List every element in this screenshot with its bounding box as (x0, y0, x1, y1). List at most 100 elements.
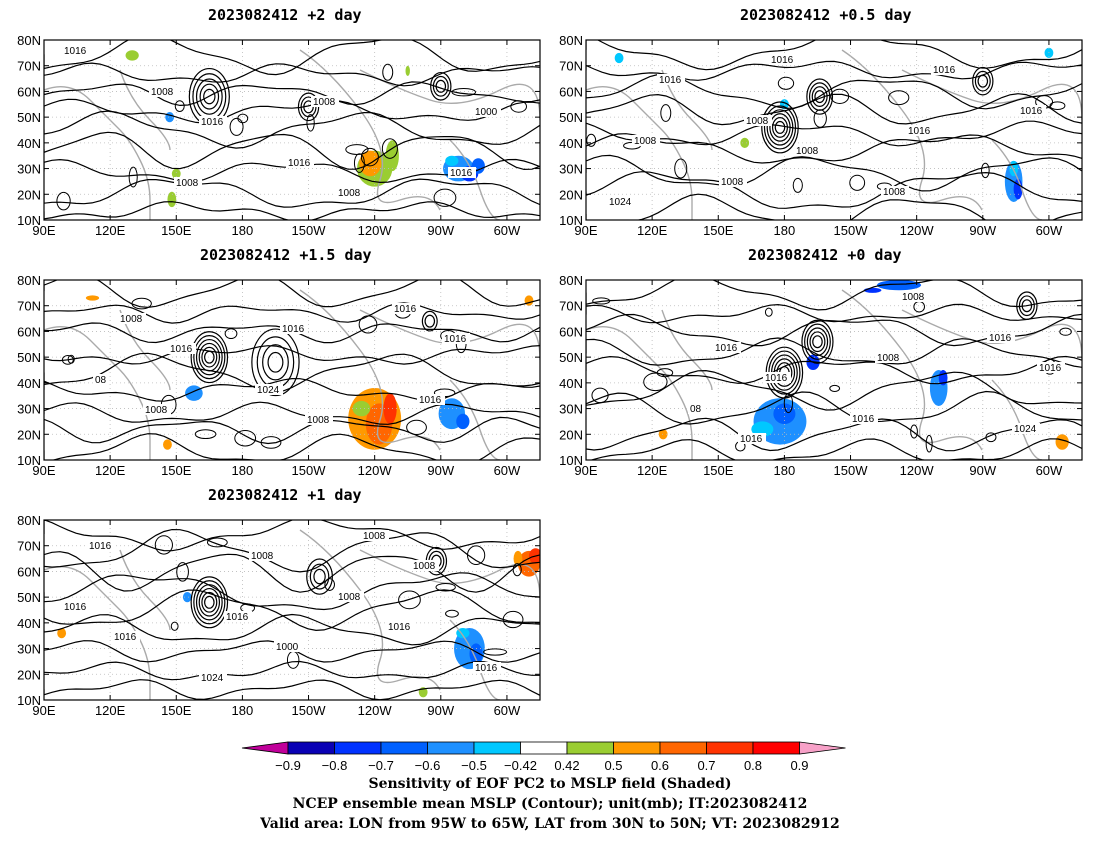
contour-label: 1000 (276, 642, 299, 653)
contour-label: 1016 (852, 414, 875, 425)
contour-label: 1008 (120, 314, 143, 325)
sensitivity-shade (163, 439, 172, 450)
colorbar-label: −0.6 (415, 758, 441, 773)
y-tick-label: 40N (17, 616, 41, 631)
mslp-contour (44, 40, 540, 76)
colorbar-label: −0.42 (504, 758, 537, 773)
y-tick-label: 40N (559, 136, 583, 151)
y-tick-label: 40N (17, 376, 41, 391)
x-tick-label: 150W (834, 463, 869, 478)
x-tick-label: 60W (1036, 223, 1063, 238)
x-tick-label: 150E (161, 463, 192, 478)
x-tick-label: 180 (232, 463, 254, 478)
contour-label: 1008 (877, 353, 900, 364)
x-tick-label: 180 (232, 703, 254, 718)
contour-label: 1016 (89, 541, 112, 552)
colorbar-label: 0.9 (790, 758, 808, 773)
coastline (661, 69, 713, 151)
mslp-contour (44, 62, 540, 87)
x-tick-label: 120E (637, 463, 668, 478)
coastline (119, 69, 171, 151)
low-pressure-contour (1016, 291, 1038, 321)
low-pressure-contour (195, 584, 223, 621)
panel-title: 2023082412 +0.5 day (740, 6, 912, 24)
colorbar-swatch (613, 741, 661, 755)
y-tick-label: 50N (17, 110, 41, 125)
coastline (359, 69, 540, 121)
low-pressure-contour (766, 109, 794, 146)
contour-label: 08 (95, 375, 107, 386)
x-tick-label: 90W (427, 223, 454, 238)
contour-label: 1016 (388, 622, 411, 633)
coastline (586, 86, 693, 220)
low-pressure-contour (193, 580, 226, 625)
colorbar-label: 0.5 (604, 758, 622, 773)
y-tick-label: 10N (17, 453, 41, 468)
sensitivity-shade (876, 280, 922, 291)
mslp-contour (44, 551, 540, 593)
mslp-contour (44, 98, 540, 124)
y-tick-label: 10N (559, 213, 583, 228)
panel-title: 2023082412 +1 day (208, 486, 362, 504)
contour-label: 1016 (288, 158, 311, 169)
sensitivity-shade (352, 400, 371, 417)
low-pressure-contour (811, 86, 828, 107)
colorbar-label: 0.6 (651, 758, 669, 773)
y-tick-label: 20N (17, 667, 41, 682)
sensitivity-shade (614, 52, 624, 64)
mslp-contour (44, 520, 540, 552)
mslp-contour (44, 280, 540, 309)
contour-label: 1008 (746, 116, 769, 127)
low-pressure-contour (806, 327, 829, 357)
caption-line-2: NCEP ensemble mean MSLP (Contour); unit(… (292, 796, 808, 812)
map-plot: 1000 1008 1016 1008 1016 1016 1016 1008 1016 1024… (17, 513, 541, 718)
contour-label: 1016 (765, 373, 788, 384)
contour-label: 1016 (933, 65, 956, 76)
y-tick-label: 30N (17, 162, 41, 177)
y-tick-label: 80N (559, 273, 583, 288)
contour-label: 1016 (170, 344, 193, 355)
sensitivity-shade (167, 191, 177, 208)
x-tick-label: 180 (774, 223, 796, 238)
panel-title: 2023082412 +2 day (208, 6, 362, 24)
x-tick-label: 150E (703, 463, 734, 478)
y-tick-label: 70N (17, 539, 41, 554)
y-tick-label: 60N (17, 564, 41, 579)
low-pressure-contour (801, 319, 834, 364)
y-tick-label: 10N (559, 453, 583, 468)
low-pressure-contour (195, 78, 223, 115)
contour-label: 1008 (338, 188, 361, 199)
colorbar-swatch (380, 741, 428, 755)
low-pressure-contour (198, 342, 221, 372)
contour-label: 1016 (1039, 363, 1062, 374)
x-tick-label: 90E (574, 223, 597, 238)
x-tick-label: 120E (95, 703, 126, 718)
sensitivity-shade (383, 393, 397, 424)
x-tick-label: 120W (358, 703, 393, 718)
y-tick-label: 80N (559, 33, 583, 48)
y-tick-label: 40N (559, 376, 583, 391)
mslp-contour (586, 40, 1082, 71)
low-pressure-contour (977, 74, 989, 88)
sensitivity-shade (171, 168, 181, 179)
coastline (991, 139, 1043, 220)
y-tick-label: 80N (17, 33, 41, 48)
mslp-contour (44, 81, 540, 107)
contour-label: 1016 (908, 126, 931, 137)
mslp-contour (44, 110, 540, 149)
coastline (44, 566, 151, 700)
colorbar-swatch (520, 741, 568, 755)
colorbar-swatch (566, 741, 614, 755)
low-pressure-contour (804, 323, 831, 360)
y-tick-label: 60N (17, 324, 41, 339)
contour-label: 1008 (307, 415, 330, 426)
coastline (119, 549, 171, 631)
x-tick-label: 60W (494, 703, 521, 718)
y-tick-label: 70N (559, 59, 583, 74)
low-pressure-contour (814, 90, 825, 104)
y-tick-label: 10N (17, 213, 41, 228)
coastline (991, 379, 1043, 460)
x-tick-label: 150E (161, 703, 192, 718)
y-tick-label: 70N (17, 59, 41, 74)
